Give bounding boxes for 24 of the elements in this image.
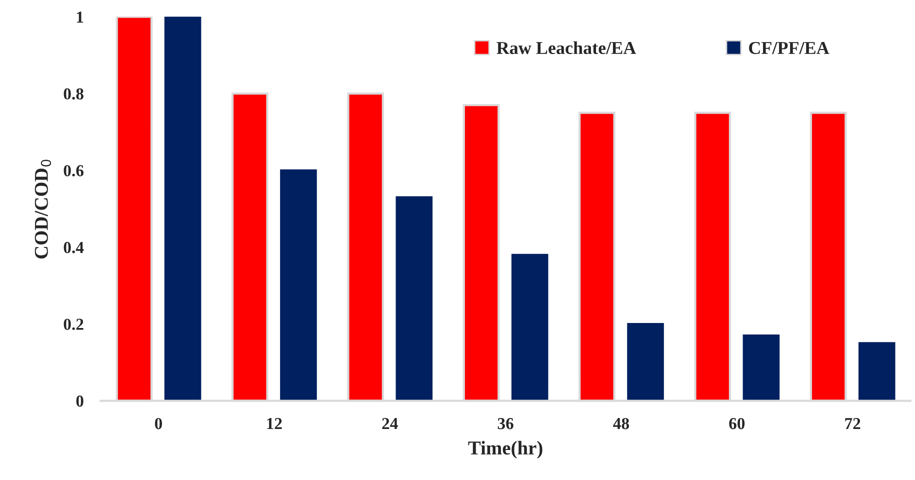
x-axis-title: Time(hr) [468,440,542,459]
y-tick-label: 0.4 [64,242,84,254]
legend-label: Raw Leachate/EA [496,41,636,54]
bar [511,254,548,401]
y-tick-label: 0.8 [64,88,84,100]
y-axis-title: COD/COD$_{0}$ [34,160,52,258]
x-tick-label: 60 [729,418,745,430]
x-tick-label: 12 [267,418,282,430]
x-tick-label: 0 [154,418,162,430]
y-tick-label: 0.2 [64,318,84,330]
x-tick-label: 72 [845,418,860,430]
bar [164,16,202,401]
bar [396,196,433,401]
bar [858,342,896,401]
y-tick-label: 0 [76,396,84,407]
y-tick-label: 0.6 [64,165,84,176]
x-tick-label: 36 [498,418,514,430]
bar [742,334,780,401]
bar [280,169,317,401]
bar [627,322,664,401]
x-tick-label: 48 [613,418,629,430]
x-tick-label: 24 [382,418,398,430]
legend-label: CF/PF/EA [749,42,830,54]
y-tick-label: 1 [76,12,84,23]
